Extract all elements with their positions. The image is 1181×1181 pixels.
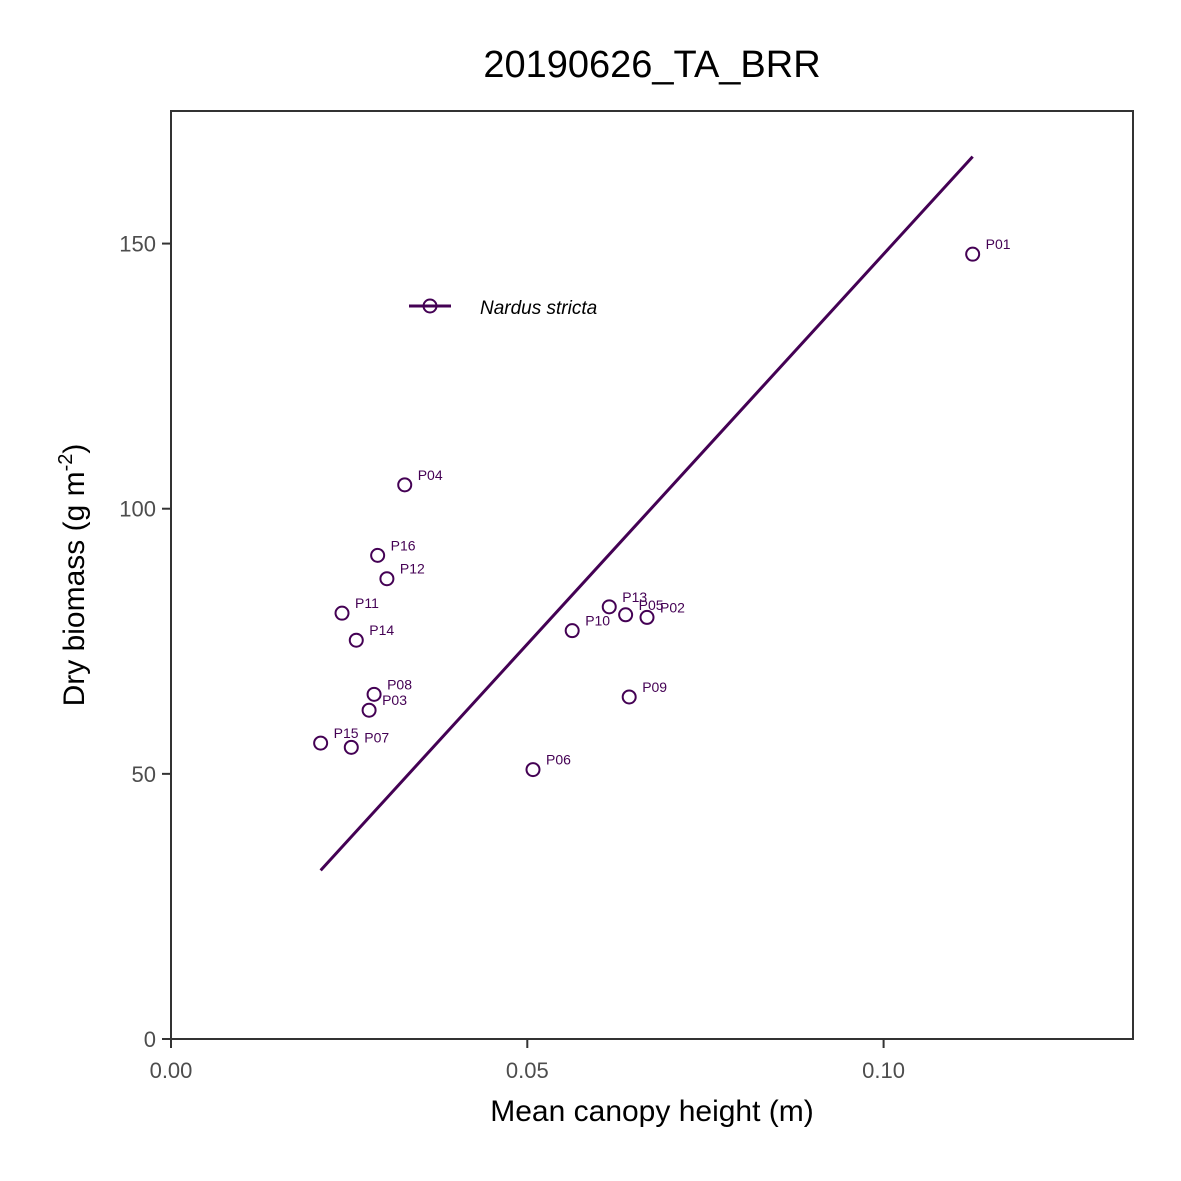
data-point-p05 — [618, 607, 634, 623]
point-label-p01: P01 — [986, 236, 1011, 252]
x-tick-label: 0.00 — [150, 1058, 193, 1083]
point-label-p11: P11 — [355, 595, 379, 611]
point-label-p10: P10 — [585, 613, 610, 629]
data-point-p07 — [343, 739, 359, 755]
data-point-p06 — [525, 762, 541, 778]
point-label-p12: P12 — [400, 561, 425, 577]
y-tick-label: 50 — [132, 762, 156, 787]
data-point-p08 — [366, 686, 382, 702]
data-points — [313, 246, 981, 778]
y-tick-label: 0 — [144, 1027, 156, 1052]
legend: Nardus stricta — [409, 298, 597, 319]
data-point-p12 — [379, 571, 395, 587]
y-axis-label-main: Dry biomass (g m — [58, 471, 91, 706]
plot-panel — [170, 110, 1134, 1040]
point-label-p09: P09 — [642, 679, 667, 695]
point-label-p15: P15 — [334, 725, 359, 741]
data-point-p03 — [361, 702, 377, 718]
point-label-p06: P06 — [546, 752, 571, 768]
y-axis-label-superscript: -2 — [55, 454, 77, 472]
data-point-p15 — [313, 735, 329, 751]
data-point-p11 — [334, 605, 350, 621]
point-label-p05: P05 — [639, 597, 664, 613]
data-point-p04 — [397, 477, 413, 493]
point-label-p13: P13 — [622, 589, 647, 605]
data-point-p16 — [370, 547, 386, 563]
point-label-p08: P08 — [387, 676, 412, 692]
point-label-p14: P14 — [369, 622, 394, 638]
data-point-p01 — [965, 246, 981, 262]
data-point-p02 — [639, 609, 655, 625]
chart-title: 20190626_TA_BRR — [483, 44, 820, 86]
point-label-p16: P16 — [391, 537, 416, 553]
y-tick-label: 100 — [119, 497, 156, 522]
x-tick-label: 0.10 — [862, 1058, 905, 1083]
point-label-p07: P07 — [364, 729, 389, 745]
point-labels: P01 P02 P03 P04 P05 P06 P07 P08 P09 P10 P11 P12 P13 P… — [334, 236, 1011, 767]
x-axis-label: Mean canopy height (m) — [490, 1095, 814, 1128]
regression-line — [319, 155, 974, 872]
data-point-p09 — [621, 689, 637, 705]
x-tick-label: 0.05 — [506, 1058, 549, 1083]
legend-label: Nardus stricta — [480, 298, 597, 319]
y-axis-label-end: ) — [58, 444, 91, 454]
legend-point-key — [422, 298, 438, 314]
data-point-p13 — [601, 599, 617, 615]
data-point-p14 — [348, 632, 364, 648]
y-axis-label: Dry biomass (g m-2) — [55, 444, 91, 707]
x-axis: 0.00 0.05 0.10 — [150, 1039, 905, 1083]
y-axis: 0 50 100 150 — [119, 232, 171, 1052]
point-label-p02: P02 — [660, 599, 685, 615]
point-label-p04: P04 — [418, 467, 443, 483]
y-tick-label: 150 — [119, 232, 156, 257]
point-label-p03: P03 — [382, 692, 407, 708]
data-point-p10 — [564, 623, 580, 639]
